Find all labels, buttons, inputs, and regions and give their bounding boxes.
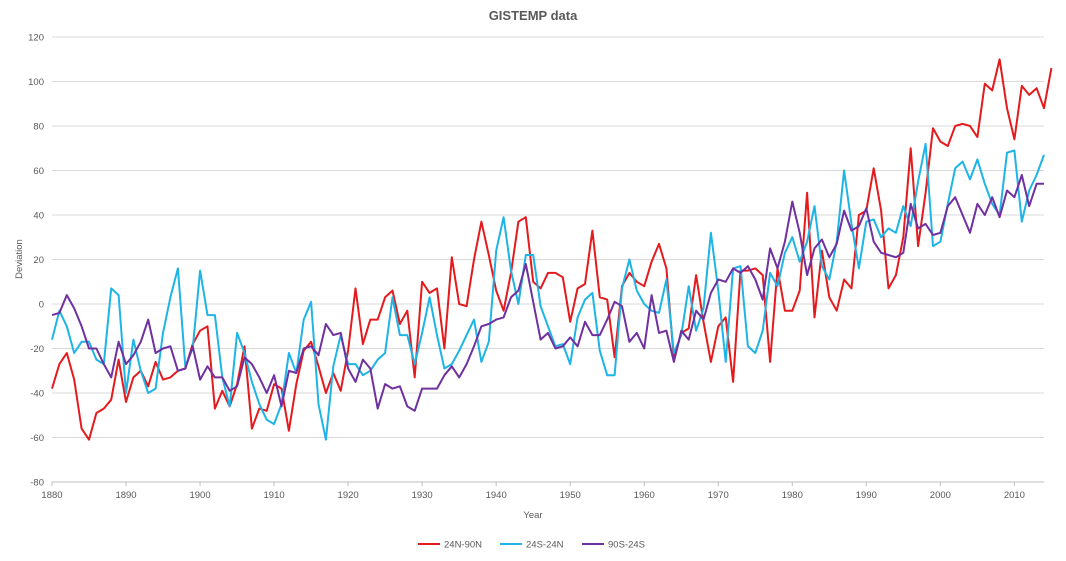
x-tick-label: 1950 — [560, 490, 581, 501]
series-lines — [51, 58, 1053, 441]
x-axis-ticks: 1880 1890 1900 1910 1920 1930 1940 1950 1960 1970… — [41, 482, 1025, 501]
legend-label: 24N-90N — [444, 540, 482, 551]
x-tick-label: 1930 — [412, 490, 433, 501]
y-tick-label: -60 — [30, 433, 44, 444]
x-tick-label: 1900 — [189, 490, 210, 501]
legend: 24N-90N 24S-24N 90S-24S — [418, 540, 645, 551]
series-line-90S-24S — [51, 174, 1044, 412]
y-tick-label: 100 — [28, 77, 44, 88]
gridlines — [52, 36, 1044, 483]
x-axis-label: Year — [523, 510, 542, 521]
series-line-24S-24N — [51, 142, 1045, 441]
x-tick-label: 1940 — [486, 490, 507, 501]
x-tick-label: 1990 — [856, 490, 877, 501]
y-tick-label: -20 — [30, 344, 44, 355]
y-tick-label: 40 — [33, 211, 44, 222]
x-tick-label: 1890 — [115, 490, 136, 501]
x-tick-label: 2010 — [1004, 490, 1025, 501]
legend-label: 90S-24S — [608, 540, 645, 551]
x-tick-label: 1970 — [708, 490, 729, 501]
x-tick-label: 2000 — [930, 490, 951, 501]
x-tick-label: 1980 — [782, 490, 803, 501]
y-axis-ticks: -80 -60 -40 -20 0 20 40 60 80 100 120 — [28, 33, 44, 489]
x-tick-label: 1960 — [634, 490, 655, 501]
y-tick-label: -40 — [30, 389, 44, 400]
x-tick-label: 1910 — [264, 490, 285, 501]
series-line-24N-90N — [51, 58, 1053, 441]
y-tick-label: 0 — [39, 300, 44, 311]
x-tick-label: 1880 — [41, 490, 62, 501]
y-tick-label: -80 — [30, 478, 44, 489]
y-tick-label: 60 — [33, 166, 44, 177]
x-tick-label: 1920 — [338, 490, 359, 501]
chart-title: GISTEMP data — [489, 8, 578, 23]
y-axis-label: Deviation — [14, 239, 25, 279]
legend-label: 24S-24N — [526, 540, 564, 551]
y-tick-label: 20 — [33, 255, 44, 266]
y-tick-label: 80 — [33, 122, 44, 133]
y-tick-label: 120 — [28, 33, 44, 44]
